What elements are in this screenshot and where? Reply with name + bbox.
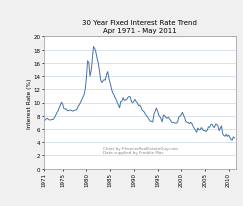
Title: 30 Year Fixed Interest Rate Trend
Apr 1971 - May 2011: 30 Year Fixed Interest Rate Trend Apr 19… — [82, 20, 197, 34]
Y-axis label: Interest Rate (%): Interest Rate (%) — [27, 78, 32, 128]
Text: Chart by PhoenixRealEstateGuy.com
Data supplied by Freddie Mac: Chart by PhoenixRealEstateGuy.com Data s… — [103, 146, 178, 155]
